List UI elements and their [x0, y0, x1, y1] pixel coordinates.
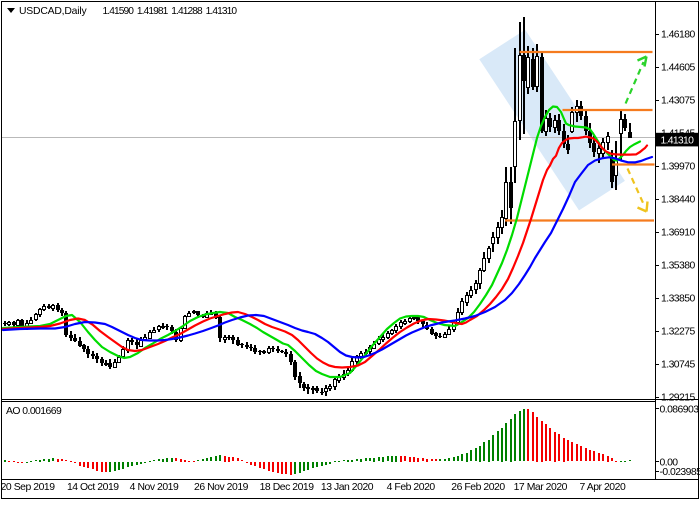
svg-text:1.35380: 1.35380	[661, 260, 695, 271]
svg-text:1.32275: 1.32275	[661, 326, 695, 337]
svg-text:USDCAD,Daily: USDCAD,Daily	[19, 6, 87, 17]
svg-text:26 Feb 2020: 26 Feb 2020	[451, 482, 505, 493]
svg-text:1.30745: 1.30745	[661, 359, 695, 370]
svg-text:1.38440: 1.38440	[661, 194, 695, 205]
svg-text:17 Mar 2020: 17 Mar 2020	[514, 482, 568, 493]
svg-text:1.46180: 1.46180	[661, 29, 695, 40]
svg-text:18 Dec 2019: 18 Dec 2019	[260, 482, 315, 493]
svg-text:26 Nov 2019: 26 Nov 2019	[194, 482, 249, 493]
svg-text:14 Oct 2019: 14 Oct 2019	[67, 482, 119, 493]
svg-text:1.43075: 1.43075	[661, 95, 695, 106]
svg-text:1.41590 1.41981 1.41288 1.4: 1.41590 1.41981 1.41288 1.41310	[103, 6, 238, 17]
svg-text:1.29215: 1.29215	[661, 392, 695, 403]
svg-text:AO 0.001669: AO 0.001669	[6, 406, 62, 417]
svg-text:1.33850: 1.33850	[661, 293, 695, 304]
svg-text:4 Feb 2020: 4 Feb 2020	[387, 482, 436, 493]
svg-text:4 Nov 2019: 4 Nov 2019	[130, 482, 179, 493]
svg-text:1.44605: 1.44605	[661, 62, 695, 73]
svg-text:0.086903: 0.086903	[660, 405, 700, 416]
svg-text:13 Jan 2020: 13 Jan 2020	[321, 482, 374, 493]
svg-text:20 Sep 2019: 20 Sep 2019	[1, 482, 56, 493]
svg-text:1.41310: 1.41310	[661, 135, 695, 146]
svg-text:1.36910: 1.36910	[661, 227, 695, 238]
svg-text:1.39970: 1.39970	[661, 161, 695, 172]
svg-text:7 Apr 2020: 7 Apr 2020	[580, 482, 626, 493]
svg-text:-0.023985: -0.023985	[660, 467, 700, 478]
